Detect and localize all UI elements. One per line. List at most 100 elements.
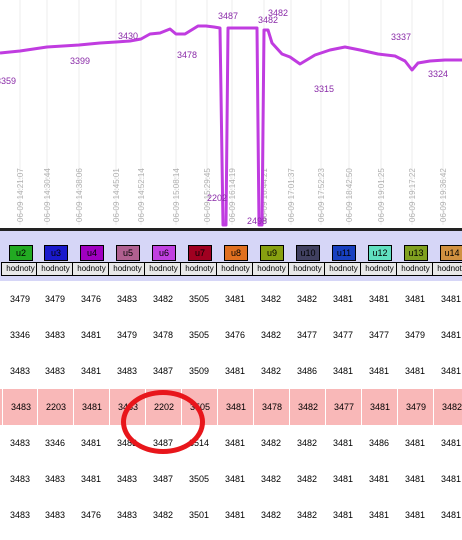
table-cell: 3483: [116, 438, 138, 448]
table-cell: 3481: [440, 474, 462, 484]
sensor-label[interactable]: u10: [296, 245, 320, 261]
table-cell: 3483: [2, 389, 39, 425]
table-cell: 3486: [368, 438, 390, 448]
sensor-label[interactable]: u4: [80, 245, 104, 261]
table-cell: 3483: [116, 366, 138, 376]
values-button[interactable]: hodnoty: [1, 262, 40, 276]
values-button[interactable]: hodnoty: [216, 262, 255, 276]
table-cell: 3481: [404, 474, 426, 484]
table-cell: 3481: [224, 510, 246, 520]
values-button[interactable]: hodnoty: [288, 262, 327, 276]
table-cell: 3481: [332, 510, 354, 520]
values-button[interactable]: hodnoty: [252, 262, 291, 276]
table-cell: 3482: [433, 389, 462, 425]
table-cell: 3479: [9, 294, 31, 304]
sensor-label[interactable]: u13: [404, 245, 428, 261]
table-cell: 3483: [9, 438, 31, 448]
table-cell: 3478: [152, 330, 174, 340]
values-button[interactable]: hodnoty: [360, 262, 399, 276]
point-label: 3399: [70, 56, 90, 66]
column-header-u4: u4 hodnoty: [72, 231, 111, 281]
x-tick-label: 06-09 15:08:14: [172, 168, 181, 222]
table-cell: 3482: [260, 474, 282, 484]
table-cell: 3487: [152, 366, 174, 376]
table-cell: 3481: [217, 389, 254, 425]
table-cell: 3477: [325, 389, 362, 425]
table-cell: 3483: [44, 330, 66, 340]
values-button[interactable]: hodnoty: [144, 262, 183, 276]
values-button[interactable]: hodnoty: [108, 262, 147, 276]
table-row: 3483 3483 3476 3483 3482 3501 3481 3482 3482 3481…: [0, 497, 462, 533]
sensor-label[interactable]: u8: [224, 245, 248, 261]
point-label: 3482: [268, 8, 288, 18]
table-row: 3346 3483 3481 3479 3478 3505 3476 3482 3477 3477…: [0, 317, 462, 353]
column-header-u14: u14hodnoty: [432, 231, 462, 281]
point-label: 3482: [258, 15, 278, 25]
table-cell: 3481: [332, 438, 354, 448]
values-button[interactable]: hodnoty: [72, 262, 111, 276]
values-button[interactable]: hodnoty: [324, 262, 363, 276]
point-label: 3359: [0, 76, 16, 86]
table-cell: 3483: [44, 474, 66, 484]
table-cell: 3481: [361, 389, 398, 425]
column-header-u7: u7 hodnoty: [180, 231, 219, 281]
sensor-label[interactable]: u6: [152, 245, 176, 261]
table-cell: 3477: [296, 330, 318, 340]
x-tick-label: 06-09 14:45:01: [112, 168, 121, 222]
table-cell: 3482: [260, 294, 282, 304]
sensor-label[interactable]: u9: [260, 245, 284, 261]
table-cell: 3482: [260, 438, 282, 448]
table-cell: 3481: [80, 474, 102, 484]
point-label: 3324: [428, 69, 448, 79]
table-cell: 3483: [9, 474, 31, 484]
table-cell: 3479: [404, 330, 426, 340]
values-button[interactable]: hodnoty: [36, 262, 75, 276]
chart-canvas: 06-09 14:21:07 06-09 14:30:44 06-09 14:38:…: [0, 0, 462, 227]
sensor-label[interactable]: u11: [332, 245, 356, 261]
point-label: 3430: [118, 31, 138, 41]
table-row: 3483 2203 3481 3483 2202 3505 3481 3478 3482 3477…: [0, 389, 462, 425]
column-header-u13: u13 hodnoty: [396, 231, 435, 281]
sensor-label[interactable]: u12: [368, 245, 392, 261]
column-header-u2: u2 hodnoty: [1, 231, 40, 281]
table-cell: 3479: [397, 389, 434, 425]
point-label: 2498: [247, 216, 267, 226]
point-label: 3478: [177, 50, 197, 60]
table-cell: 3478: [253, 389, 290, 425]
table-cell: 3481: [404, 294, 426, 304]
sensor-label[interactable]: u5: [116, 245, 140, 261]
table-cell: 3514: [188, 438, 210, 448]
table-row: 3483 3483 3481 3483 3487 3509 3481 3482 3486 3481…: [0, 353, 462, 389]
sensor-label[interactable]: u14: [440, 245, 462, 261]
table-cell: 3481: [368, 510, 390, 520]
table-cell: 3477: [368, 330, 390, 340]
values-button[interactable]: hodnoty: [180, 262, 219, 276]
annotation-circle: [121, 390, 205, 454]
x-tick-label: 06-09 15:29:45: [203, 168, 212, 222]
sensor-label[interactable]: u7: [188, 245, 212, 261]
x-tick-label: 06-09 14:52:14: [137, 168, 146, 222]
table-cell: 3476: [80, 510, 102, 520]
table-cell: 3481: [368, 294, 390, 304]
table-cell: 3481: [404, 366, 426, 376]
x-tick-label: 06-09 17:52:23: [317, 168, 326, 222]
point-label: 3487: [218, 11, 238, 21]
table-cell: 3481: [440, 510, 462, 520]
table-cell: 3476: [224, 330, 246, 340]
table-cell: 3481: [440, 438, 462, 448]
table-cell: 3481: [404, 438, 426, 448]
sensor-label[interactable]: u2: [9, 245, 33, 261]
table-row: 3483 3346 3481 3483 3487 3514 3481 3482 3482 3481…: [0, 425, 462, 461]
column-header-u12: u12 hodnoty: [360, 231, 399, 281]
x-tick-label: 06-09 19:36:42: [439, 168, 448, 222]
table-row: 3483 3483 3481 3483 3487 3505 3481 3482 3482 3481…: [0, 461, 462, 497]
values-button[interactable]: hodnoty: [432, 262, 462, 276]
sensor-label[interactable]: u3: [44, 245, 68, 261]
table-cell: 3346: [44, 438, 66, 448]
values-button[interactable]: hodnoty: [396, 262, 435, 276]
table-cell: 3482: [296, 474, 318, 484]
table-cell: 3477: [332, 330, 354, 340]
column-header-u3: u3 hodnoty: [36, 231, 75, 281]
table-cell: 3509: [188, 366, 210, 376]
table-cell: 3482: [296, 438, 318, 448]
